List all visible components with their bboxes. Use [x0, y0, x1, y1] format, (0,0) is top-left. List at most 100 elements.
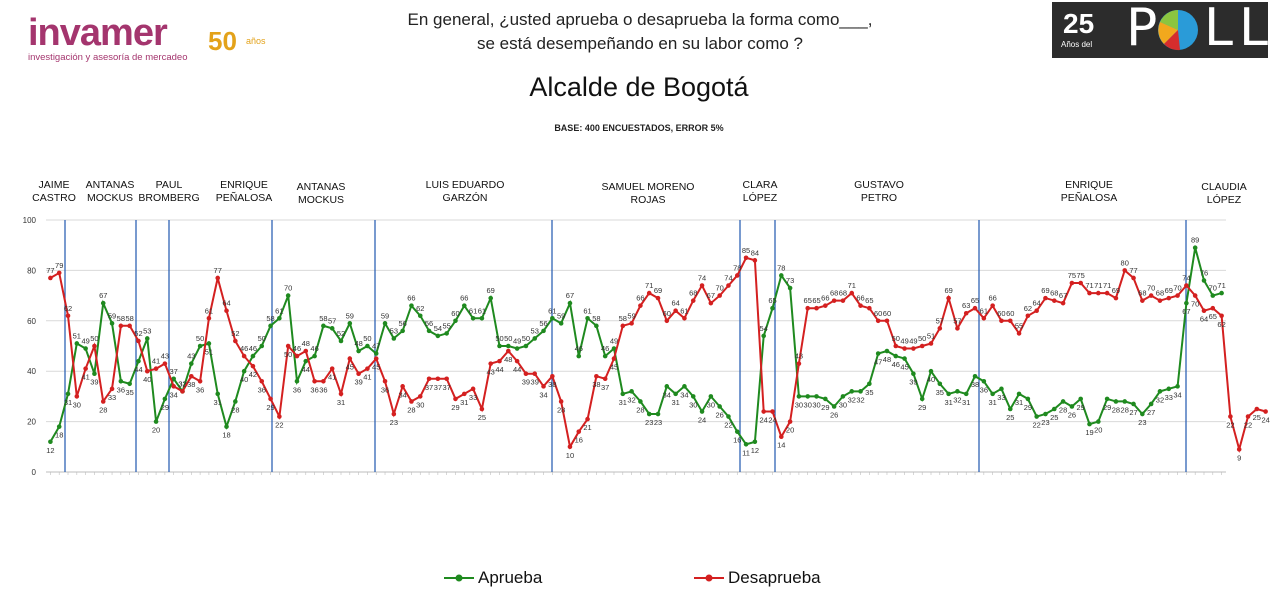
approve-data-label: 46 [892, 360, 900, 369]
disapprove-point [241, 353, 247, 359]
disapprove-point [453, 396, 458, 402]
period-mayor-label: MOCKUS [87, 192, 133, 204]
disapprove-point [100, 399, 106, 404]
approve-data-label: 47 [874, 358, 882, 367]
disapprove-point [558, 399, 564, 404]
disapprove-point [303, 348, 309, 354]
disapprove-data-label: 48 [504, 355, 512, 364]
approve-point [946, 391, 951, 397]
disapprove-data-label: 50 [284, 350, 292, 359]
approve-point [1051, 406, 1057, 412]
approve-data-label: 66 [407, 294, 415, 303]
disapprove-data-label: 68 [1156, 289, 1164, 298]
disapprove-point [840, 298, 846, 303]
question-line-2: se está desempeñando en su labor como ? [476, 34, 804, 53]
disapprove-data-label: 38 [548, 380, 556, 389]
poll-badge-letter-p: P [1126, 0, 1158, 58]
disapprove-point [162, 361, 168, 366]
approve-data-label: 39 [909, 378, 917, 387]
approve-data-label: 59 [381, 311, 389, 320]
approve-point [875, 351, 881, 356]
disapprove-point [963, 310, 969, 316]
approve-data-label: 29 [918, 403, 926, 412]
approve-data-label: 25 [1050, 413, 1058, 422]
approve-data-label: 56 [425, 319, 433, 328]
approve-point [391, 336, 397, 341]
approve-data-label: 49 [610, 337, 618, 346]
disapprove-data-label: 28 [407, 405, 415, 414]
approve-point [761, 333, 766, 339]
disapprove-data-label: 43 [161, 352, 169, 361]
legend-disapprove-label: Desaprueba [728, 568, 821, 587]
period-mayor-label: LÓPEZ [1207, 193, 1242, 206]
approve-point [699, 409, 705, 414]
approve-data-label: 18 [222, 431, 230, 440]
disapprove-data-label: 62 [64, 304, 72, 313]
disapprove-point [743, 255, 749, 261]
approve-data-label: 51 [73, 331, 81, 340]
disapprove-data-label: 22 [275, 421, 283, 430]
approve-data-label: 46 [310, 344, 318, 353]
approve-point [1078, 396, 1084, 402]
disapprove-data-label: 36 [319, 385, 327, 394]
disapprove-point [902, 346, 907, 351]
disapprove-point [321, 378, 326, 384]
disapprove-point [329, 366, 335, 371]
disapprove-data-label: 44 [513, 365, 521, 374]
period-mayor-label: CLARA [742, 179, 777, 191]
disapprove-data-label: 65 [971, 296, 979, 305]
disapprove-point [285, 343, 291, 349]
disapprove-data-label: 22 [1244, 421, 1252, 430]
approve-point [426, 328, 432, 334]
approve-point [1157, 389, 1163, 394]
disapprove-data-label: 80 [1121, 258, 1129, 267]
approve-point [778, 273, 784, 278]
disapprove-data-label: 16 [575, 436, 583, 445]
approve-data-label: 31 [214, 398, 222, 407]
approve-point [74, 341, 80, 346]
disapprove-point [417, 394, 423, 399]
approve-point [268, 323, 273, 329]
approve-data-label: 22 [1032, 421, 1040, 430]
disapprove-data-label: 22 [1226, 421, 1234, 430]
approve-point [911, 371, 916, 377]
legend-approve-swatch [444, 574, 474, 582]
approve-data-label: 48 [883, 355, 891, 364]
approve-data-label: 67 [566, 291, 574, 300]
approve-data-label: 36 [980, 385, 988, 394]
disapprove-point [787, 419, 793, 424]
disapprove-data-label: 51 [927, 331, 935, 340]
disapprove-point [1263, 409, 1268, 414]
approve-data-label: 20 [152, 426, 160, 435]
disapprove-data-label: 59 [627, 311, 635, 320]
disapprove-data-label: 33 [469, 393, 477, 402]
disapprove-data-label: 58 [619, 314, 627, 323]
approve-data-label: 31 [1015, 398, 1023, 407]
disapprove-point [761, 409, 766, 414]
approve-point [893, 353, 899, 359]
disapprove-point [188, 373, 194, 379]
approve-data-label: 29 [161, 403, 169, 412]
disapprove-data-label: 55 [1015, 321, 1023, 330]
approve-point [849, 389, 855, 394]
approve-data-label: 11 [742, 448, 750, 457]
approve-point [1140, 411, 1145, 417]
approve-point [224, 424, 229, 429]
disapprove-point [928, 341, 934, 346]
approve-point [1007, 406, 1013, 412]
disapprove-data-label: 38 [592, 380, 600, 389]
approve-data-label: 25 [1006, 413, 1014, 422]
period-mayor-label: PEÑALOSA [1061, 191, 1118, 204]
disapprove-data-label: 41 [81, 373, 89, 382]
approve-data-label: 62 [416, 304, 424, 313]
disapprove-data-label: 85 [742, 246, 750, 255]
y-tick-label: 40 [27, 367, 36, 376]
disapprove-point [92, 343, 97, 349]
approve-point [347, 321, 353, 326]
approve-point [558, 321, 564, 326]
disapprove-data-label: 43 [487, 368, 495, 377]
disapprove-data-label: 42 [249, 370, 257, 379]
approve-data-label: 12 [751, 446, 759, 455]
approve-data-label: 29 [1024, 403, 1032, 412]
approve-point [233, 399, 238, 404]
